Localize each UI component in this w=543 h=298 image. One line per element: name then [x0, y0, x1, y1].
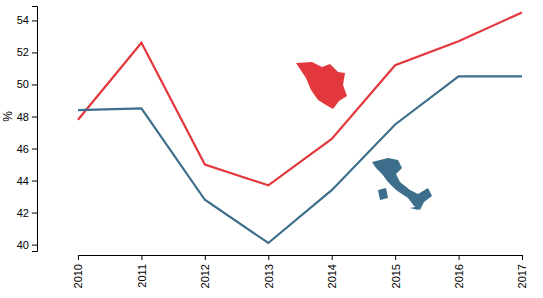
italy-icon: [372, 158, 432, 210]
y-tick: 40: [17, 239, 37, 251]
x-tick-mark: [395, 255, 396, 260]
y-tick-label: 48: [17, 111, 29, 123]
x-tick: 2013: [263, 255, 275, 288]
x-tick-mark: [332, 255, 333, 260]
x-tick-label: 2016: [453, 264, 465, 288]
x-tick: 2011: [136, 255, 148, 288]
x-tick: 2016: [453, 255, 465, 288]
y-tick: 50: [17, 78, 37, 90]
x-tick: 2017: [516, 255, 528, 288]
y-tick-label: 40: [17, 239, 29, 251]
x-tick-label: 2011: [136, 264, 148, 288]
y-tick: 48: [17, 111, 37, 123]
y-tick-label: 54: [17, 14, 29, 26]
x-tick-label: 2017: [516, 264, 528, 288]
y-axis-line: [32, 7, 38, 252]
x-tick-mark: [522, 255, 523, 260]
y-tick: 42: [17, 207, 37, 219]
y-tick-mark: [32, 116, 37, 117]
y-tick-mark: [32, 149, 37, 150]
x-tick-mark: [268, 255, 269, 260]
x-tick: 2015: [389, 255, 401, 288]
x-tick-label: 2012: [199, 264, 211, 288]
y-tick: 44: [17, 175, 37, 187]
y-tick-label: 52: [17, 46, 29, 58]
y-tick-mark: [32, 84, 37, 85]
x-axis-line: [79, 256, 523, 261]
y-tick: 46: [17, 143, 37, 155]
y-tick-label: 42: [17, 207, 29, 219]
x-tick-mark: [205, 255, 206, 260]
x-tick-label: 2010: [72, 264, 84, 288]
y-tick-mark: [32, 245, 37, 246]
y-tick: 52: [17, 46, 37, 58]
x-tick-label: 2013: [263, 264, 275, 288]
tuscany-icon: [296, 62, 347, 109]
x-tick-mark: [459, 255, 460, 260]
x-tick: 2010: [72, 255, 84, 288]
x-tick: 2014: [326, 255, 338, 288]
x-axis: 2010 2011 2012 2013 2014 2015 2016 2017: [72, 255, 528, 288]
x-tick-mark: [141, 255, 142, 260]
y-tick-mark: [32, 181, 37, 182]
y-tick-label: 46: [17, 143, 29, 155]
x-tick-mark: [78, 255, 79, 260]
y-tick-mark: [32, 52, 37, 53]
series-line: [78, 12, 522, 185]
y-tick: 54: [17, 14, 37, 26]
series-line: [78, 76, 522, 243]
y-tick-mark: [32, 20, 37, 21]
chart: 40 42 44 46 48 50 52 54 2010 2011 2012 2013 2014 2015…: [0, 0, 543, 298]
lines: [78, 12, 522, 243]
y-tick-label: 50: [17, 78, 29, 90]
x-tick-label: 2015: [389, 264, 401, 288]
y-axis: 40 42 44 46 48 50 52 54: [17, 7, 38, 252]
x-tick: 2012: [199, 255, 211, 288]
y-axis-title: %: [1, 111, 15, 122]
x-tick-label: 2014: [326, 264, 338, 288]
y-tick-label: 44: [17, 175, 29, 187]
y-tick-mark: [32, 213, 37, 214]
